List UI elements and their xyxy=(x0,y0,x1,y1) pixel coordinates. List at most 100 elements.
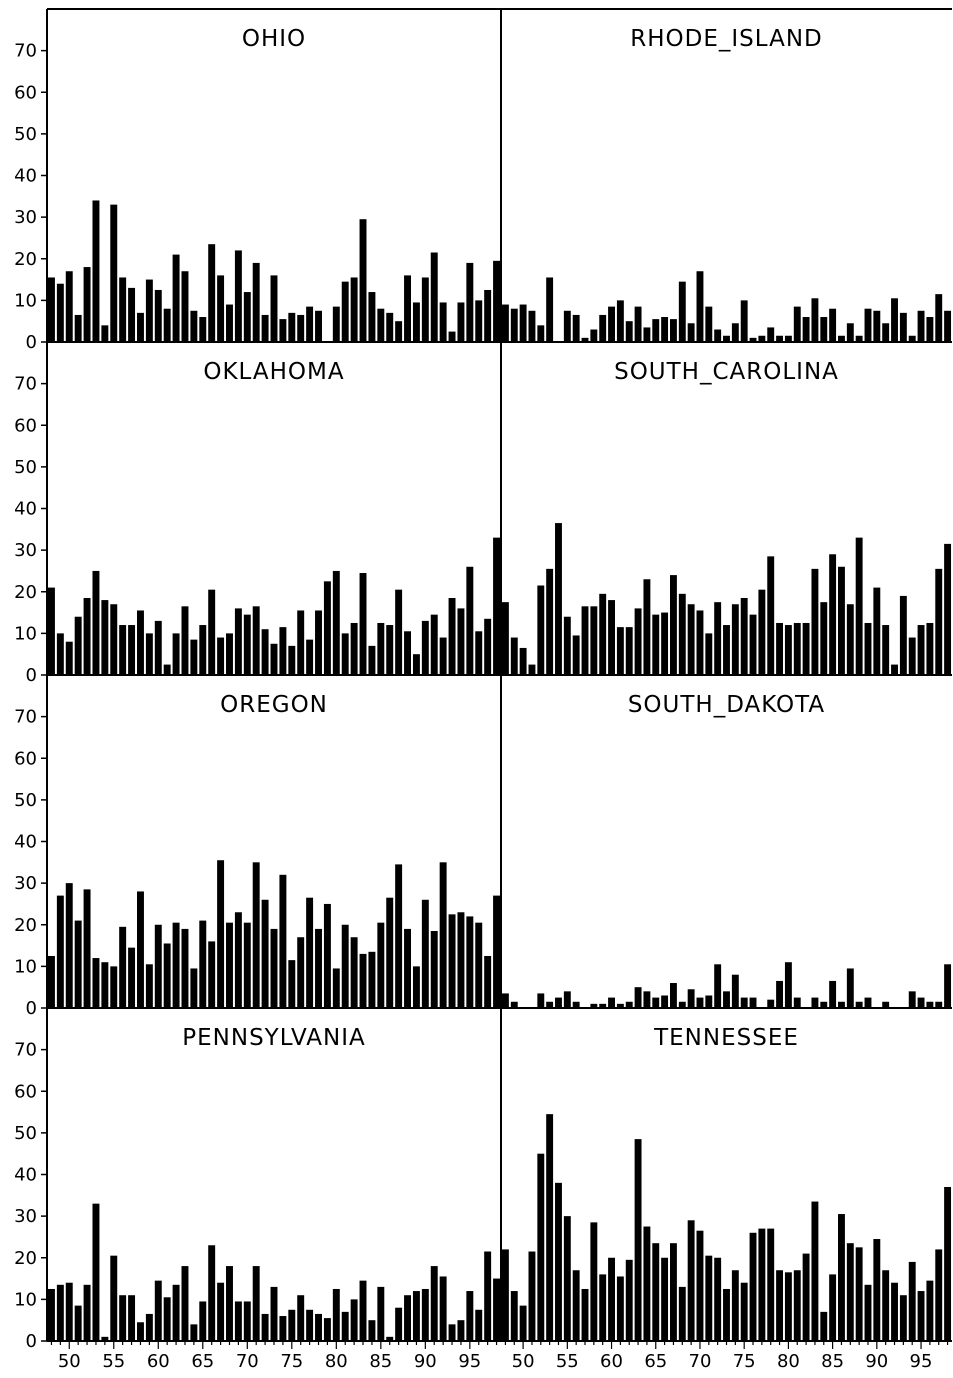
bar-oregon-1959 xyxy=(145,964,153,1008)
bar-ohio-1985 xyxy=(377,308,385,342)
bar-oklahoma-1949 xyxy=(56,633,64,676)
bar-ohio-1998 xyxy=(493,260,501,342)
bar-oregon-1995 xyxy=(466,916,474,1008)
bar-ohio-1949 xyxy=(56,283,64,342)
x-tick-label: 65 xyxy=(191,1351,214,1372)
bar-oregon-1966 xyxy=(208,941,216,1008)
bar-south-dakota-1996 xyxy=(926,1001,934,1008)
x-tick-label: 50 xyxy=(58,1351,81,1372)
bar-tennessee-1971 xyxy=(705,1255,713,1341)
y-tick-label: 50 xyxy=(14,124,37,145)
bar-pennsylvania-1957 xyxy=(128,1295,136,1341)
bar-oklahoma-1952 xyxy=(83,597,91,675)
bar-pennsylvania-1972 xyxy=(261,1313,269,1341)
bar-south-dakota-1963 xyxy=(634,987,642,1008)
bar-rhode-island-1952 xyxy=(537,325,545,342)
bar-tennessee-1967 xyxy=(669,1243,677,1341)
panel-tennessee: TENNESSEE xyxy=(501,1025,952,1342)
bar-south-carolina-1974 xyxy=(731,604,739,675)
bar-ohio-1958 xyxy=(137,312,144,342)
bar-south-carolina-1984 xyxy=(820,602,828,675)
y-tick-label: 60 xyxy=(14,415,37,436)
bar-pennsylvania-1980 xyxy=(332,1288,340,1341)
x-tick-label: 75 xyxy=(280,1351,303,1372)
bar-south-dakota-1979 xyxy=(776,980,784,1008)
x-tick-label: 95 xyxy=(458,1351,481,1372)
bar-tennessee-1965 xyxy=(652,1243,660,1341)
bar-tennessee-1972 xyxy=(714,1257,722,1341)
bar-oklahoma-1979 xyxy=(323,581,331,675)
bar-pennsylvania-1958 xyxy=(137,1322,144,1341)
bar-rhode-island-1992 xyxy=(891,298,898,342)
bar-south-dakota-1956 xyxy=(572,1001,580,1008)
bar-oklahoma-1978 xyxy=(315,610,322,675)
bar-south-dakota-1983 xyxy=(811,997,819,1008)
bar-ohio-1973 xyxy=(270,275,278,342)
bar-ohio-1962 xyxy=(172,254,180,342)
panel-title-tennessee: TENNESSEE xyxy=(653,1025,799,1051)
bar-oregon-1952 xyxy=(83,889,91,1008)
bar-oregon-1963 xyxy=(181,928,189,1008)
bar-ohio-1994 xyxy=(457,302,465,342)
bar-oregon-1950 xyxy=(65,883,73,1009)
bar-rhode-island-1962 xyxy=(625,321,633,342)
bar-pennsylvania-1973 xyxy=(270,1286,278,1341)
bar-oklahoma-1972 xyxy=(261,629,269,675)
bar-pennsylvania-1959 xyxy=(145,1313,153,1341)
bar-oregon-1964 xyxy=(190,968,198,1008)
bar-tennessee-1951 xyxy=(528,1251,536,1341)
bar-south-carolina-1952 xyxy=(537,585,545,675)
y-tick-label: 30 xyxy=(14,873,37,894)
bar-south-dakota-1980 xyxy=(784,962,792,1008)
bar-rhode-island-1948 xyxy=(501,304,509,342)
bar-oregon-1960 xyxy=(154,924,162,1008)
bar-south-carolina-1957 xyxy=(581,606,589,675)
panel-ohio: OHIO xyxy=(47,26,501,343)
bar-oregon-1992 xyxy=(439,862,447,1008)
panels: OHIO RHODE_ISLAND OKLAHOMA SOUTH_CAROLINA OR… xyxy=(47,26,952,1342)
bar-rhode-island-1951 xyxy=(528,310,536,342)
bar-oregon-1968 xyxy=(226,922,233,1008)
bar-pennsylvania-1956 xyxy=(119,1295,127,1341)
bar-oklahoma-1994 xyxy=(457,608,465,675)
bar-south-dakota-1954 xyxy=(555,997,562,1008)
bar-tennessee-1982 xyxy=(802,1253,810,1341)
bar-ohio-1963 xyxy=(181,271,189,342)
bar-rhode-island-1985 xyxy=(829,308,837,342)
bar-tennessee-1970 xyxy=(696,1230,704,1341)
bar-ohio-1974 xyxy=(279,319,287,342)
bar-south-dakota-1984 xyxy=(820,1001,828,1008)
bar-south-carolina-1956 xyxy=(572,635,580,675)
bar-south-carolina-1989 xyxy=(864,622,872,675)
bar-tennessee-1988 xyxy=(855,1247,863,1341)
bar-tennessee-1960 xyxy=(608,1257,615,1341)
x-tick-label: 60 xyxy=(147,1351,170,1372)
panel-oklahoma: OKLAHOMA xyxy=(47,359,501,676)
bar-oregon-1991 xyxy=(430,930,438,1008)
y-tick-label: 30 xyxy=(14,1206,37,1227)
bar-ohio-1969 xyxy=(234,250,242,342)
x-tick-label: 80 xyxy=(777,1351,800,1372)
bar-ohio-1975 xyxy=(288,312,296,342)
bar-rhode-island-1958 xyxy=(590,329,598,342)
bar-oklahoma-1971 xyxy=(252,606,260,675)
bar-south-carolina-1979 xyxy=(776,622,784,675)
bar-tennessee-1952 xyxy=(537,1153,545,1341)
y-tick-label: 20 xyxy=(14,249,37,270)
bar-south-carolina-1951 xyxy=(528,664,536,675)
bar-ohio-1981 xyxy=(341,281,349,342)
bar-tennessee-1990 xyxy=(873,1239,881,1341)
bar-oregon-1956 xyxy=(119,926,127,1008)
bar-south-carolina-1948 xyxy=(501,602,509,675)
bar-oklahoma-1976 xyxy=(297,610,305,675)
bar-oklahoma-1966 xyxy=(208,589,216,675)
bar-oregon-1987 xyxy=(395,864,403,1008)
x-tick-label: 50 xyxy=(512,1351,535,1372)
bar-tennessee-1968 xyxy=(678,1286,686,1341)
bar-rhode-island-1968 xyxy=(678,281,686,342)
bar-south-carolina-1972 xyxy=(714,602,722,675)
bar-ohio-1996 xyxy=(475,300,483,343)
bar-oregon-1986 xyxy=(386,897,394,1008)
bar-ohio-1978 xyxy=(315,310,322,342)
bar-oregon-1975 xyxy=(288,960,296,1008)
